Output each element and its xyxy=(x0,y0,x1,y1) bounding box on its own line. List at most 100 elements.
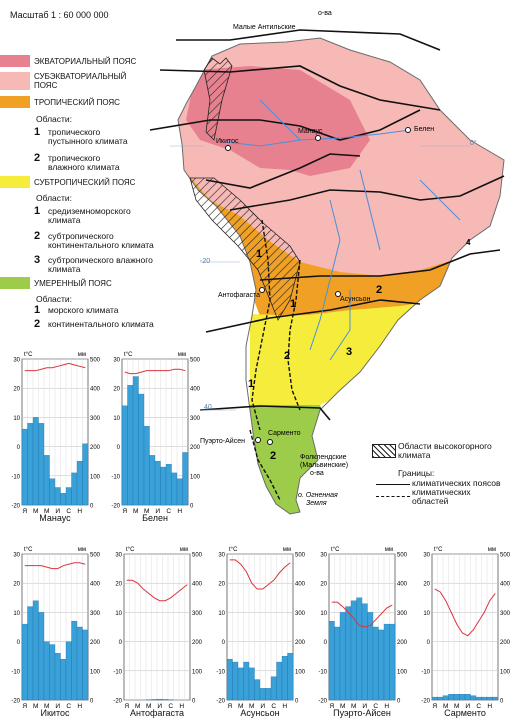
swatch-subtropical xyxy=(0,176,30,188)
temp-line xyxy=(434,588,496,637)
temp-tick-label: 20 xyxy=(320,582,327,588)
precip-tick-label: 0 xyxy=(90,699,94,705)
precip-bar xyxy=(356,597,363,701)
precip-bar xyxy=(21,428,28,506)
temp-tick-label: 20 xyxy=(13,387,20,393)
swatch-tropical xyxy=(0,96,30,108)
month-label: Я xyxy=(22,508,27,515)
month-label: М xyxy=(44,703,49,710)
map-num-tr4: 4 xyxy=(466,238,471,247)
temp-line xyxy=(124,368,186,375)
precip-bar xyxy=(270,676,277,701)
temp-line xyxy=(331,601,393,628)
climograph-6: 30 20 10 0 -10 -20 500 400 300 200 100 0 t°C мм Я М М И С Н… xyxy=(418,540,512,718)
precip-bar xyxy=(232,661,239,701)
precip-tick-label: 100 xyxy=(190,474,201,480)
temp-tick-label: 10 xyxy=(115,611,122,617)
precip-tick-label: 0 xyxy=(190,504,194,510)
map-label-lat20: -20 xyxy=(200,258,211,265)
legend-borders-heading: Границы: xyxy=(398,468,435,478)
month-label: Н xyxy=(77,508,82,515)
month-label: Я xyxy=(432,703,437,710)
precip-bar xyxy=(281,656,288,701)
precip-axis-label: мм xyxy=(283,547,291,553)
precip-bar xyxy=(143,426,150,506)
legend-temperate-region-2: 2 континентального климата xyxy=(34,318,154,330)
precip-bar xyxy=(49,644,56,701)
precip-tick-label: 500 xyxy=(192,553,203,559)
map-scale: Масштаб 1 : 60 000 000 xyxy=(10,10,109,20)
legend-temperate: УМЕРЕННЫЙ ПОЯС xyxy=(0,277,112,289)
precip-tick-label: 400 xyxy=(192,582,203,588)
temp-tick-label: 10 xyxy=(320,611,327,617)
precip-bar xyxy=(43,641,50,701)
precip-tick-label: 0 xyxy=(500,699,504,705)
temp-tick-label: -10 xyxy=(113,669,122,675)
precip-tick-label: 300 xyxy=(190,416,201,422)
precip-tick-label: 300 xyxy=(500,611,511,617)
map-label-lat0: 0° xyxy=(470,140,477,147)
month-label: И xyxy=(55,703,60,710)
sarmiento-marker xyxy=(267,439,273,445)
precip-bar xyxy=(339,612,346,701)
map-num-s2: 2 xyxy=(284,350,291,362)
temp-axis-label: t°C xyxy=(434,547,443,553)
precip-tick-label: 500 xyxy=(397,553,408,559)
climograph-0: 30 20 10 0 -10 -20 500 400 300 200 100 0 t°C мм Я М М И С Н… xyxy=(8,345,102,523)
climograph-city: Сарменто xyxy=(444,708,486,718)
precip-bar xyxy=(138,393,145,506)
precip-bar xyxy=(160,466,167,506)
temp-tick-label: 30 xyxy=(113,358,120,364)
precip-bar xyxy=(453,694,460,701)
precip-tick-label: 200 xyxy=(90,640,101,646)
temp-tick-label: -10 xyxy=(11,474,20,480)
month-label: С xyxy=(168,703,173,710)
precip-tick-label: 400 xyxy=(90,387,101,393)
legend-tropical-region-2: 2 тропического влажного климата xyxy=(34,152,120,172)
legend-highland-swatch xyxy=(372,444,396,458)
temp-tick-label: 10 xyxy=(13,611,20,617)
month-label: И xyxy=(260,703,265,710)
temp-tick-label: 20 xyxy=(115,582,122,588)
precip-bar xyxy=(243,661,250,701)
precip-bar xyxy=(121,405,128,506)
precip-bar xyxy=(43,455,50,506)
precip-bar xyxy=(82,443,89,506)
temp-line xyxy=(24,562,86,570)
month-label: М xyxy=(33,703,38,710)
map-label-tierra-2: Земля xyxy=(306,500,327,507)
temp-tick-label: 30 xyxy=(423,553,430,559)
precip-bar xyxy=(65,641,72,701)
legend-subtropical-heading: Области: xyxy=(36,193,73,203)
temp-line xyxy=(126,579,188,602)
precip-bar xyxy=(76,626,83,701)
climograph-4: 30 20 10 0 -10 -20 500 400 300 200 100 0 t°C мм Я М М И С Н… xyxy=(213,540,307,718)
precip-bar xyxy=(38,612,45,701)
precip-bar xyxy=(182,452,189,506)
month-label: С xyxy=(271,703,276,710)
month-label: М xyxy=(44,508,49,515)
temp-axis-label: t°C xyxy=(24,547,33,553)
temp-tick-label: 30 xyxy=(115,553,122,559)
month-label: Н xyxy=(177,508,182,515)
precip-tick-label: 100 xyxy=(90,474,101,480)
map-label-iquitos: Икитос xyxy=(216,138,239,145)
precip-tick-label: 300 xyxy=(295,611,306,617)
temp-tick-label: 10 xyxy=(423,611,430,617)
precip-tick-label: 0 xyxy=(90,504,94,510)
temp-tick-label: 20 xyxy=(113,387,120,393)
precip-bar xyxy=(151,699,158,701)
precip-tick-label: 0 xyxy=(192,699,196,705)
temp-tick-label: -20 xyxy=(216,699,225,705)
temp-line xyxy=(24,362,86,372)
precip-bar xyxy=(486,696,493,701)
belt-borders xyxy=(149,29,505,421)
precip-tick-label: 500 xyxy=(90,553,101,559)
temp-axis-label: t°C xyxy=(24,352,33,358)
temp-tick-label: 10 xyxy=(113,416,120,422)
legend-temperate-heading: Области: xyxy=(36,294,73,304)
precip-bar xyxy=(448,694,455,701)
map-label-antofagasta: Антофагаста xyxy=(218,292,261,299)
